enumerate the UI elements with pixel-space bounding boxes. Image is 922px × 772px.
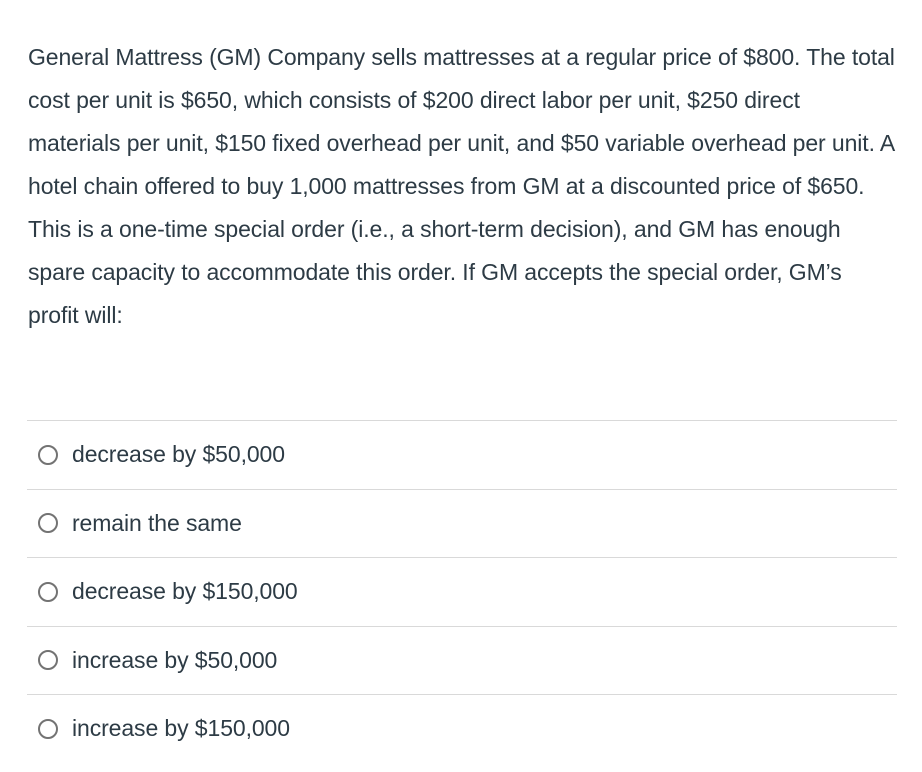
radio-button-icon[interactable] xyxy=(38,718,58,739)
radio-button-icon[interactable] xyxy=(38,513,58,534)
answer-option[interactable]: remain the same xyxy=(27,488,897,558)
radio-button-icon[interactable] xyxy=(38,444,58,465)
answer-option-label: increase by $150,000 xyxy=(72,715,290,742)
answer-option[interactable]: increase by $150,000 xyxy=(27,694,897,763)
answer-options: decrease by $50,000 remain the same decrea… xyxy=(27,420,897,763)
answer-option[interactable]: increase by $50,000 xyxy=(27,625,897,695)
answer-option[interactable]: decrease by $50,000 xyxy=(27,420,897,489)
answer-option-label: decrease by $50,000 xyxy=(72,441,285,468)
answer-option-label: increase by $50,000 xyxy=(72,646,278,673)
answer-option-label: decrease by $150,000 xyxy=(72,578,298,605)
radio-button-icon[interactable] xyxy=(38,581,58,602)
answer-option[interactable]: decrease by $150,000 xyxy=(27,557,897,626)
question-text: General Mattress (GM) Company sells matt… xyxy=(28,44,895,328)
radio-button-icon[interactable] xyxy=(38,650,58,671)
answer-option-label: remain the same xyxy=(72,509,242,536)
